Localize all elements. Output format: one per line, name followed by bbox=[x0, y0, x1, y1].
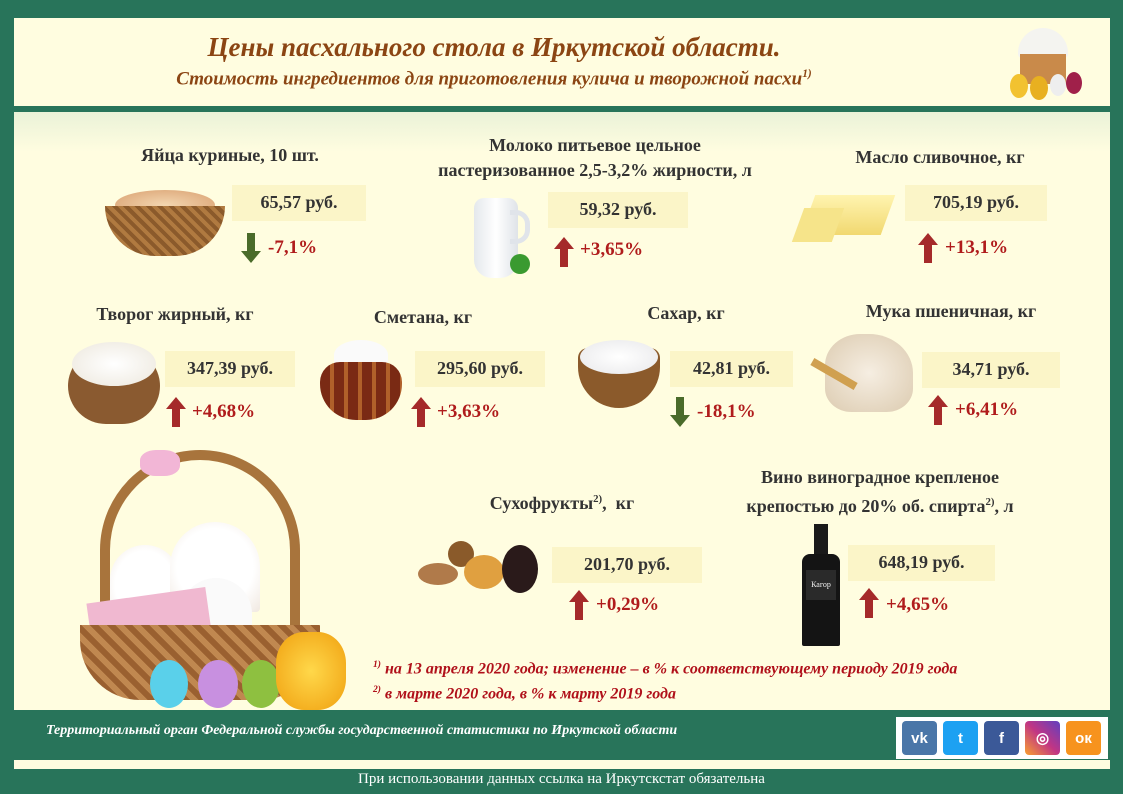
twitter-icon[interactable]: t bbox=[943, 721, 978, 755]
item-title-sugar: Сахар, кг bbox=[647, 303, 725, 323]
vk-icon[interactable]: vk bbox=[902, 721, 937, 755]
organization-name: Территориальный орган Федеральной службы… bbox=[46, 723, 678, 738]
item-title-butter: Масло сливочное, кг bbox=[855, 147, 1025, 167]
item-title-tvorog: Творог жирный, кг bbox=[96, 304, 254, 324]
arrow-up-icon bbox=[554, 237, 574, 267]
change-butter: +13,1% bbox=[945, 237, 1009, 258]
item-title-dried-fruits: Сухофрукты2), кг bbox=[489, 493, 635, 513]
odnoklassniki-icon[interactable]: ок bbox=[1066, 721, 1101, 755]
kulich-image bbox=[1004, 24, 1084, 100]
page-subtitle: Стоимость ингредиентов для приготовления… bbox=[176, 68, 812, 90]
price-wine: 648,19 руб. bbox=[848, 545, 995, 581]
arrow-up-icon bbox=[166, 397, 186, 427]
price-tvorog: 347,39 руб. bbox=[165, 351, 295, 387]
footnote-2: 2) в марте 2020 года, в % к марту 2019 г… bbox=[373, 684, 676, 703]
footnote-1: 1) на 13 апреля 2020 года; изменение – в… bbox=[373, 659, 958, 678]
price-flour: 34,71 руб. bbox=[922, 352, 1060, 388]
sugar-bowl-image bbox=[578, 340, 660, 410]
price-dried-fruits: 201,70 руб. bbox=[552, 547, 702, 583]
item-title-smetana: Сметана, кг bbox=[373, 307, 473, 327]
arrow-up-icon bbox=[928, 395, 948, 425]
dried-fruits-image bbox=[418, 535, 542, 601]
change-sugar: -18,1% bbox=[697, 401, 756, 422]
divider-strip bbox=[14, 760, 1110, 769]
item-title-eggs: Яйца куриные, 10 шт. bbox=[141, 145, 319, 165]
page-title: Цены пасхального стола в Иркутской облас… bbox=[207, 32, 781, 62]
social-links: vk t f ◎ ок bbox=[896, 717, 1108, 759]
smetana-pot-image bbox=[320, 340, 402, 420]
arrow-down-icon bbox=[670, 397, 690, 427]
change-milk: +3,65% bbox=[580, 239, 644, 260]
header-banner: Цены пасхального стола в Иркутской облас… bbox=[14, 18, 1110, 106]
item-title-flour: Мука пшеничная, кг bbox=[865, 301, 1037, 321]
arrow-up-icon bbox=[569, 590, 589, 620]
flour-image bbox=[805, 330, 917, 416]
arrow-down-icon bbox=[241, 233, 261, 263]
price-smetana: 295,60 руб. bbox=[415, 351, 545, 387]
price-butter: 705,19 руб. bbox=[905, 185, 1047, 221]
arrow-up-icon bbox=[411, 397, 431, 427]
price-sugar: 42,81 руб. bbox=[670, 351, 793, 387]
arrow-up-icon bbox=[918, 233, 938, 263]
change-tvorog: +4,68% bbox=[192, 401, 256, 422]
easter-basket-image bbox=[20, 440, 360, 710]
eggs-basket-image bbox=[105, 182, 225, 257]
price-eggs: 65,57 руб. bbox=[232, 185, 366, 221]
usage-notice: При использовании данных ссылка на Иркут… bbox=[358, 771, 765, 787]
wine-bottle-image: Кагор bbox=[800, 524, 842, 648]
instagram-icon[interactable]: ◎ bbox=[1025, 721, 1060, 755]
tvorog-bowl-image bbox=[68, 338, 160, 426]
butter-image bbox=[791, 190, 896, 250]
facebook-icon[interactable]: f bbox=[984, 721, 1019, 755]
item-title-milk: Молоко питьевое цельное пастеризованное 2… bbox=[438, 135, 752, 180]
arrow-up-icon bbox=[859, 588, 879, 618]
change-smetana: +3,63% bbox=[437, 401, 501, 422]
change-wine: +4,65% bbox=[886, 594, 950, 615]
milk-jug-image bbox=[470, 192, 536, 280]
price-milk: 59,32 руб. bbox=[548, 192, 688, 228]
change-eggs: -7,1% bbox=[268, 237, 318, 258]
item-title-wine: Вино виноградное крепленое крепостью до 2… bbox=[746, 467, 1014, 516]
change-dried-fruits: +0,29% bbox=[596, 594, 660, 615]
change-flour: +6,41% bbox=[955, 399, 1019, 420]
